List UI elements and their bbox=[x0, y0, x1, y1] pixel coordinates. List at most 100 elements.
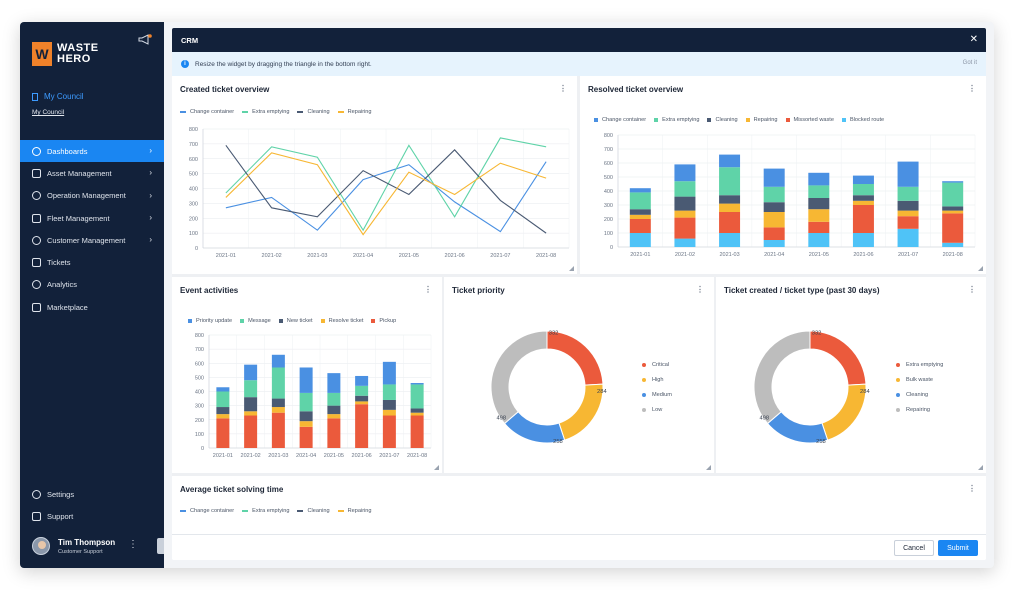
legend-item-missorted-waste[interactable]: Missorted waste bbox=[785, 117, 834, 123]
resize-handle[interactable] bbox=[706, 465, 711, 470]
legend-item-critical[interactable]: Critical bbox=[642, 357, 672, 372]
resize-handle[interactable] bbox=[978, 465, 983, 470]
bar-segment-message bbox=[244, 380, 258, 398]
legend-item-bulk-waste[interactable]: Bulk waste bbox=[896, 372, 943, 387]
bar-segment-priority-update bbox=[299, 367, 313, 393]
x-tick-label: 2021-08 bbox=[943, 252, 963, 258]
legend-item-message[interactable]: Message bbox=[240, 318, 271, 324]
cancel-button[interactable]: Cancel bbox=[894, 540, 934, 556]
slice-value-label: 498 bbox=[759, 416, 769, 422]
resize-handle[interactable] bbox=[434, 465, 439, 470]
y-tick-label: 0 bbox=[201, 446, 204, 452]
bar-segment-new-ticket bbox=[299, 411, 313, 422]
widget-title: Resolved ticket overview bbox=[588, 85, 684, 94]
slice-value-label: 284 bbox=[597, 389, 607, 395]
legend-item-cleaning[interactable]: Cleaning bbox=[896, 387, 943, 402]
x-tick-label: 2021-05 bbox=[809, 252, 829, 258]
sidebar-item-settings[interactable]: Settings bbox=[20, 483, 164, 505]
sidebar-item-tickets[interactable]: Tickets bbox=[20, 251, 164, 273]
legend-item-extra-emptying[interactable]: Extra emptying bbox=[654, 117, 699, 123]
resize-handle[interactable] bbox=[569, 266, 574, 271]
legend-item-priority-update[interactable]: Priority update bbox=[188, 318, 232, 324]
legend-label: New ticket bbox=[286, 318, 313, 324]
chart-legend: Change container Extra emptying Cleaning Re… bbox=[180, 109, 380, 115]
sidebar-item-customer-management[interactable]: Customer Management › bbox=[20, 229, 164, 251]
legend-item-cleaning[interactable]: Cleaning bbox=[297, 109, 330, 115]
bar-segment-missorted-waste bbox=[808, 221, 830, 233]
legend-item-high[interactable]: High bbox=[642, 372, 672, 387]
legend-item-extra-emptying[interactable]: Extra emptying bbox=[242, 109, 289, 115]
user-menu-icon[interactable]: ⋮ bbox=[128, 539, 138, 550]
council-title[interactable]: My Council bbox=[32, 92, 84, 101]
legend-label: Blocked route bbox=[849, 117, 885, 123]
sidebar-item-label: Dashboards bbox=[47, 146, 88, 156]
legend-swatch bbox=[297, 111, 304, 113]
legend-item-blocked-route[interactable]: Blocked route bbox=[841, 117, 885, 123]
kebab-menu-icon[interactable]: ⋮ bbox=[968, 84, 976, 93]
y-tick-label: 300 bbox=[195, 404, 204, 410]
legend-item-repairing[interactable]: Repairing bbox=[337, 109, 372, 115]
legend-item-cleaning[interactable]: Cleaning bbox=[297, 508, 330, 514]
legend-item-extra-emptying[interactable]: Extra emptying bbox=[242, 508, 289, 514]
legend-item-repairing[interactable]: Repairing bbox=[337, 508, 372, 514]
user-profile[interactable]: Tim Thompson Customer Support ⋮ bbox=[32, 534, 164, 558]
y-tick-label: 200 bbox=[189, 216, 198, 222]
council-link[interactable]: My Council bbox=[32, 109, 65, 116]
app-window: W WASTE HERO My Council My Council Dashb… bbox=[20, 22, 994, 568]
bar-segment-new-ticket bbox=[410, 408, 424, 413]
kebab-menu-icon[interactable]: ⋮ bbox=[968, 484, 976, 493]
bar-segment-pickup bbox=[271, 412, 285, 448]
sidebar-collapse-handle[interactable] bbox=[157, 538, 164, 554]
legend-label: Low bbox=[652, 406, 663, 413]
sidebar-item-dashboards[interactable]: Dashboards › bbox=[20, 140, 164, 163]
kebab-menu-icon[interactable]: ⋮ bbox=[968, 285, 976, 294]
x-tick-label: 2021-04 bbox=[296, 453, 316, 459]
submit-button[interactable]: Submit bbox=[938, 540, 978, 556]
sidebar-item-operation-management[interactable]: Operation Management › bbox=[20, 185, 164, 207]
legend-item-pickup[interactable]: Pickup bbox=[371, 318, 396, 324]
legend-item-repairing[interactable]: Repairing bbox=[745, 117, 778, 123]
bar-segment-repairing bbox=[808, 209, 830, 222]
legend-item-resolve-ticket[interactable]: Resolve ticket bbox=[320, 318, 363, 324]
legend-item-repairing[interactable]: Repairing bbox=[896, 402, 943, 417]
legend-swatch bbox=[642, 377, 646, 382]
sidebar-item-marketplace[interactable]: Marketplace bbox=[20, 296, 164, 318]
legend-item-change-container[interactable]: Change container bbox=[180, 109, 234, 115]
megaphone-icon[interactable] bbox=[138, 34, 152, 46]
kebab-menu-icon[interactable]: ⋮ bbox=[559, 84, 567, 93]
got-it-button[interactable]: Got it bbox=[962, 60, 977, 66]
waste-hero-logo[interactable]: W WASTE HERO bbox=[32, 42, 99, 66]
sidebar-item-label: Customer Management bbox=[47, 235, 126, 245]
sidebar-item-analytics[interactable]: Analytics bbox=[20, 274, 164, 296]
close-icon[interactable]: ✕ bbox=[969, 34, 978, 45]
legend-item-extra-emptying[interactable]: Extra emptying bbox=[896, 357, 943, 372]
modal-header: CRM ✕ bbox=[172, 28, 986, 52]
legend-swatch bbox=[594, 118, 598, 122]
bar-segment-blocked-route bbox=[942, 242, 964, 247]
legend-item-change-container[interactable]: Change container bbox=[180, 508, 234, 514]
legend-item-cleaning[interactable]: Cleaning bbox=[707, 117, 738, 123]
sidebar-item-asset-management[interactable]: Asset Management › bbox=[20, 162, 164, 184]
legend-swatch bbox=[896, 407, 900, 412]
resize-handle[interactable] bbox=[978, 266, 983, 271]
y-tick-label: 500 bbox=[604, 175, 613, 181]
info-icon: i bbox=[181, 60, 189, 68]
legend-swatch bbox=[180, 111, 186, 113]
legend-swatch bbox=[707, 118, 712, 122]
kebab-menu-icon[interactable]: ⋮ bbox=[696, 285, 704, 294]
legend-item-low[interactable]: Low bbox=[642, 402, 672, 417]
widget-title: Average ticket solving time bbox=[180, 485, 284, 494]
customer-icon bbox=[32, 235, 41, 245]
marketplace-icon bbox=[32, 302, 41, 312]
legend-item-medium[interactable]: Medium bbox=[642, 387, 672, 402]
sidebar-item-support[interactable]: Support bbox=[20, 505, 164, 527]
legend-swatch bbox=[297, 510, 304, 512]
widget-ticket-type: Ticket created / ticket type (past 30 da… bbox=[716, 277, 986, 473]
legend-item-new-ticket[interactable]: New ticket bbox=[278, 318, 313, 324]
legend-item-change-container[interactable]: Change container bbox=[594, 117, 646, 123]
x-tick-label: 2021-02 bbox=[262, 253, 282, 259]
bar-segment-extra-emptying bbox=[897, 186, 919, 201]
kebab-menu-icon[interactable]: ⋮ bbox=[424, 285, 432, 294]
bar-segment-pickup bbox=[299, 426, 313, 448]
sidebar-item-fleet-management[interactable]: Fleet Management › bbox=[20, 207, 164, 229]
